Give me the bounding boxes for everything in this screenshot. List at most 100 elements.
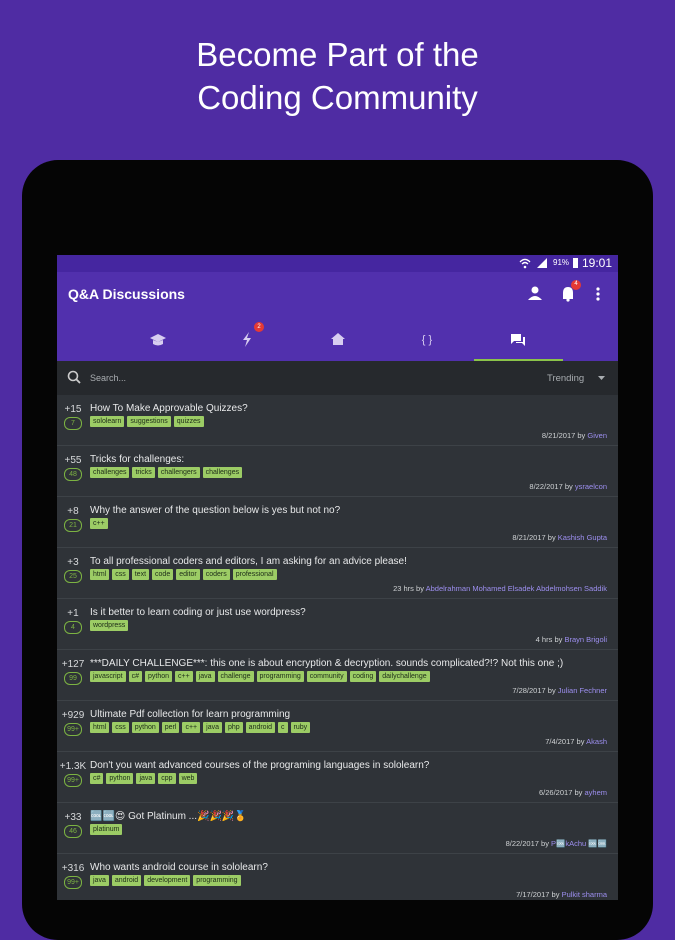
signal-icons <box>519 258 547 269</box>
app-icons: { } <box>150 280 600 361</box>
author: Julian Fechner <box>557 686 607 695</box>
post-title: Ultimate Pdf collection for learn progra… <box>90 709 291 720</box>
author: Given <box>587 431 607 440</box>
vote-count: +127 <box>61 659 85 670</box>
by-label: by <box>547 533 556 542</box>
learn-tab[interactable] <box>150 334 166 346</box>
post-meta: 23 hrs by Abdelrahman Mohamed Elsadek Ab… <box>393 584 607 593</box>
menu-icon[interactable] <box>596 287 600 301</box>
answer-count: 99+ <box>64 876 82 889</box>
by-label: by <box>564 482 573 491</box>
tag: cpp <box>158 773 176 784</box>
post-date: 7/4/2017 <box>545 737 575 746</box>
vote-count: +15 <box>64 404 82 415</box>
post-meta: 8/22/2017 by P🆒kAchu 🆒🆒 <box>506 839 607 848</box>
tag-list: javascript c# python c++ java challenge progra… <box>90 671 430 682</box>
tag-list: wordpress <box>90 620 129 631</box>
post-title: Don't you want advanced courses of the p… <box>90 760 430 771</box>
vote-count: +1.3K <box>59 761 87 772</box>
vote-count: +8 <box>67 506 79 517</box>
tag: android <box>111 875 142 886</box>
tag: python <box>144 671 173 682</box>
answer-count: 7 <box>64 417 82 430</box>
code-tab[interactable]: { } <box>422 334 433 346</box>
bell-icon[interactable] <box>563 280 581 302</box>
tag: platinum <box>90 824 123 835</box>
app-title: Q&A Discussions <box>68 286 185 302</box>
tag: html <box>90 722 110 733</box>
tag-list: html css python perl c++ java php android c ruby <box>90 722 311 733</box>
post-row[interactable]: +33 46 🆒🆒😍 Got Platinum ...🎉🎉🎉🏅 platinum 8/2… <box>57 803 618 854</box>
post-meta: 7/28/2017 by Julian Fechner <box>512 686 607 695</box>
answer-count: 46 <box>64 825 82 838</box>
post-meta: 4 hrs by Brayn Brigoli <box>536 635 607 644</box>
tag: text <box>131 569 150 580</box>
vote-count: +55 <box>64 455 82 466</box>
post-title: Tricks for challenges: <box>90 454 185 465</box>
author: P🆒kAchu 🆒🆒 <box>551 839 607 848</box>
author: Abdelrahman Mohamed Elsadek Abdelmohsen … <box>425 584 607 593</box>
tag: editor <box>176 569 200 580</box>
post-date: 8/21/2017 <box>512 533 546 542</box>
post-title: Who wants android course in sololearn? <box>90 862 268 873</box>
post-title: To all professional coders and editors, … <box>90 556 407 567</box>
answer-count: 4 <box>64 621 82 634</box>
post-date: 4 hrs <box>535 635 553 644</box>
post-date: 8/22/2017 <box>529 482 563 491</box>
post-title: How To Make Approvable Quizzes? <box>90 403 248 414</box>
profile-icon[interactable] <box>528 286 542 301</box>
tag: web <box>178 773 198 784</box>
notification-badge: 4 <box>574 281 578 287</box>
tag: tricks <box>132 467 155 478</box>
tag-list: c++ <box>90 518 108 529</box>
post-row[interactable]: +3 25 To all professional coders and edito… <box>57 548 618 599</box>
post-row[interactable]: +15 7 How To Make Approvable Quizzes? solol… <box>57 395 618 446</box>
by-label: by <box>574 788 583 797</box>
search-bar[interactable]: Search... Trending <box>57 361 618 395</box>
tag: c <box>278 722 288 733</box>
challenge-tab[interactable] <box>243 332 251 347</box>
tag-list: sololearn suggestions quizzes <box>90 416 204 427</box>
search-icon <box>67 370 81 384</box>
by-label: by <box>577 431 586 440</box>
tag: java <box>90 875 109 886</box>
tag: css <box>112 569 129 580</box>
sort-dropdown[interactable]: Trending <box>547 373 585 384</box>
tag-list: challenges tricks challengers challenges <box>90 467 243 478</box>
tag: code <box>152 569 174 580</box>
post-row[interactable]: +316 99+ Who wants android course in solol… <box>57 854 618 900</box>
post-row[interactable]: +55 48 Tricks for challenges: challenges tri… <box>57 446 618 497</box>
tag: php <box>224 722 243 733</box>
tag: java <box>203 722 222 733</box>
tag: css <box>112 722 129 733</box>
vote-count: +929 <box>61 710 85 721</box>
post-row[interactable]: +1 4 Is it better to learn coding or just … <box>57 599 618 650</box>
answer-count: 99+ <box>64 723 82 736</box>
vote-count: +316 <box>61 863 85 874</box>
screen: 91% 19:01 Q&A Discussions { } 4 2 Search… <box>57 255 618 900</box>
post-row[interactable]: +929 99+ Ultimate Pdf collection for learn… <box>57 701 618 752</box>
answer-count: 21 <box>64 519 82 532</box>
tag: challenge <box>217 671 254 682</box>
tag: c++ <box>182 722 201 733</box>
home-tab[interactable] <box>331 333 345 345</box>
tag: suggestions <box>127 416 171 427</box>
by-label: by <box>547 686 556 695</box>
author: Pulkit sharma <box>561 890 607 899</box>
tag: java <box>195 671 215 682</box>
post-row[interactable]: +127 99 ***DAILY CHALLENGE***: this one is… <box>57 650 618 701</box>
answer-count: 99 <box>64 672 82 685</box>
post-row[interactable]: +1.3K 99+ Don't you want advanced courses … <box>57 752 618 803</box>
headline: Become Part of the <box>196 36 479 73</box>
tag: dailychallenge <box>379 671 430 682</box>
tag: c# <box>90 773 104 784</box>
tag: programming <box>256 671 304 682</box>
post-meta: 8/21/2017 by Kashish Gupta <box>512 533 607 542</box>
by-label: by <box>416 584 424 593</box>
tag-list: java android development programming <box>90 875 241 886</box>
discussions-tab[interactable] <box>511 334 525 346</box>
post-row[interactable]: +8 21 Why the answer of the question below… <box>57 497 618 548</box>
tag: perl <box>161 722 180 733</box>
post-meta: 6/26/2017 by ayhem <box>539 788 607 797</box>
tag: c++ <box>175 671 193 682</box>
